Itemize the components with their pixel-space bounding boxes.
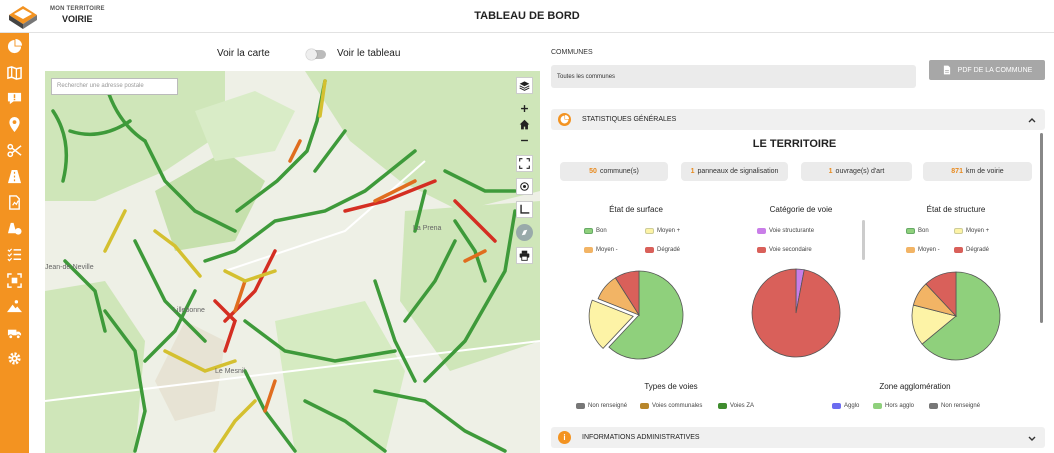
map-label-le-mesnil: Le Mesnil	[215, 368, 245, 375]
legend-voies-za: Voies ZA	[718, 403, 754, 409]
checklist-icon[interactable]	[4, 244, 25, 265]
map-label-lillebonne: Lillebonne	[173, 307, 205, 314]
voir-carte-label[interactable]: Voir la carte	[217, 48, 270, 59]
view-toggle-switch[interactable]	[306, 49, 326, 60]
road-map[interactable]: Rechercher une adresse postale La Prena …	[45, 71, 540, 453]
address-search-input[interactable]: Rechercher une adresse postale	[51, 78, 178, 95]
chevron-down-icon[interactable]	[1027, 433, 1037, 443]
print-icon[interactable]	[516, 247, 533, 264]
settings-icon[interactable]	[4, 348, 25, 369]
voir-tableau-label[interactable]: Voir le tableau	[337, 48, 401, 59]
pie-slice-d-grad-[interactable]	[925, 271, 957, 318]
pie-slice-moyen-[interactable]	[588, 299, 634, 349]
categorie-chart-title: Catégorie de voie	[769, 205, 833, 214]
legend-bon: Bon	[584, 228, 607, 234]
cones-icon[interactable]	[4, 218, 25, 239]
legend-moyen-plus: Moyen +	[645, 228, 680, 234]
admin-section-title: INFORMATIONS ADMINISTRATIVES	[582, 434, 700, 441]
road-icon[interactable]	[4, 166, 25, 187]
legend-voie-structurante: Voie structurante	[757, 228, 814, 234]
legend-voie-secondaire: Voie secondaire	[757, 247, 812, 253]
legend-structure-bon: Bon	[906, 228, 929, 234]
layers-button[interactable]	[516, 77, 533, 94]
scan-icon[interactable]	[4, 270, 25, 291]
legend-degrade: Dégradé	[645, 247, 680, 253]
zoom-in-button[interactable]	[516, 100, 533, 117]
roadworks-icon[interactable]	[4, 296, 25, 317]
map-canvas	[45, 71, 540, 453]
pie-slice-bon[interactable]	[921, 271, 1001, 361]
pie-slice-bon[interactable]	[608, 270, 684, 360]
stat-communes: 50 commune(s)	[560, 162, 668, 181]
report-icon[interactable]	[4, 192, 25, 213]
structure-pie-chart[interactable]	[908, 268, 1004, 364]
legend-structure-degrade: Dégradé	[954, 247, 989, 253]
chevron-up-icon[interactable]	[1027, 115, 1037, 125]
pdf-icon	[943, 65, 950, 75]
fullscreen-icon[interactable]	[516, 155, 533, 172]
legend-agglo: Agglo	[832, 403, 859, 409]
pie-chart-icon	[558, 113, 571, 126]
stat-km-voirie: 871 km de voirie	[923, 162, 1032, 181]
stats-section-title: STATISTIQUES GÉNÉRALES	[582, 116, 677, 123]
measure-icon[interactable]	[516, 201, 533, 218]
top-bar: MON TERRITOIRE VOIRIE TABLEAU DE BORD	[0, 0, 1054, 33]
legend-voies-communales: Voies communales	[640, 403, 702, 409]
legend-scrollbar[interactable]	[862, 220, 865, 260]
view-toggle-bar: Voir la carte Voir le tableau	[29, 33, 540, 71]
stat-ouvrages: 1 ouvrage(s) d'art	[801, 162, 912, 181]
pdf-commune-button[interactable]: PDF DE LA COMMUNE	[929, 60, 1045, 80]
compass-icon[interactable]	[516, 224, 533, 241]
sidebar	[0, 33, 29, 453]
surface-pie-chart[interactable]	[581, 265, 691, 365]
map-icon[interactable]	[4, 62, 25, 83]
page-title: TABLEAU DE BORD	[474, 10, 580, 22]
logo-text-top: MON TERRITOIRE	[50, 6, 105, 12]
vehicle-icon[interactable]	[4, 322, 25, 343]
stats-section-header[interactable]: STATISTIQUES GÉNÉRALES	[551, 109, 1045, 130]
locate-icon[interactable]	[516, 178, 533, 195]
info-icon: i	[558, 431, 571, 444]
panel-scrollbar[interactable]	[1040, 133, 1043, 323]
home-icon[interactable]	[516, 116, 533, 133]
pdf-button-label: PDF DE LA COMMUNE	[957, 66, 1033, 74]
legend-moyen-moins: Moyen -	[584, 247, 618, 253]
app-logo[interactable]: MON TERRITOIRE VOIRIE	[6, 2, 116, 31]
toggle-knob	[306, 49, 317, 60]
logo-icon	[9, 6, 37, 29]
dashboard-panel: COMMUNES Toutes les communes PDF DE LA C…	[551, 33, 1054, 453]
zoom-out-button[interactable]	[516, 132, 533, 149]
zone-agglo-title: Zone agglomération	[879, 382, 951, 391]
legend-zone-non-renseigne: Non renseigné	[929, 403, 980, 409]
legend-structure-moyen-moins: Moyen -	[906, 247, 940, 253]
legend-structure-moyen-plus: Moyen +	[954, 228, 989, 234]
legend-non-renseigne: Non renseigné	[576, 403, 627, 409]
structure-chart-title: État de structure	[926, 205, 986, 214]
communes-select[interactable]: Toutes les communes	[551, 65, 916, 88]
types-voies-title: Types de voies	[644, 382, 698, 391]
map-label-la-prena: La Prena	[413, 225, 442, 232]
map-label-jean-de-neville: Jean-de-Neville	[45, 264, 94, 271]
logo-text-main: VOIRIE	[62, 14, 93, 24]
alert-comment-icon[interactable]	[4, 88, 25, 109]
surface-chart-title: État de surface	[609, 205, 663, 214]
legend-hors-agglo: Hors agglo	[873, 403, 914, 409]
pie-chart-icon[interactable]	[4, 36, 25, 57]
territoire-title: LE TERRITOIRE	[752, 138, 837, 150]
pie-slice-voie-secondaire[interactable]	[751, 268, 841, 358]
pie-slice-d-grad-[interactable]	[614, 270, 640, 317]
admin-section-header[interactable]: i INFORMATIONS ADMINISTRATIVES	[551, 427, 1045, 448]
scissors-icon[interactable]	[4, 140, 25, 161]
categorie-pie-chart[interactable]	[748, 265, 844, 361]
stat-panneaux: 1 panneaux de signalisation	[681, 162, 788, 181]
location-pin-icon[interactable]	[4, 114, 25, 135]
communes-label: COMMUNES	[551, 49, 593, 56]
